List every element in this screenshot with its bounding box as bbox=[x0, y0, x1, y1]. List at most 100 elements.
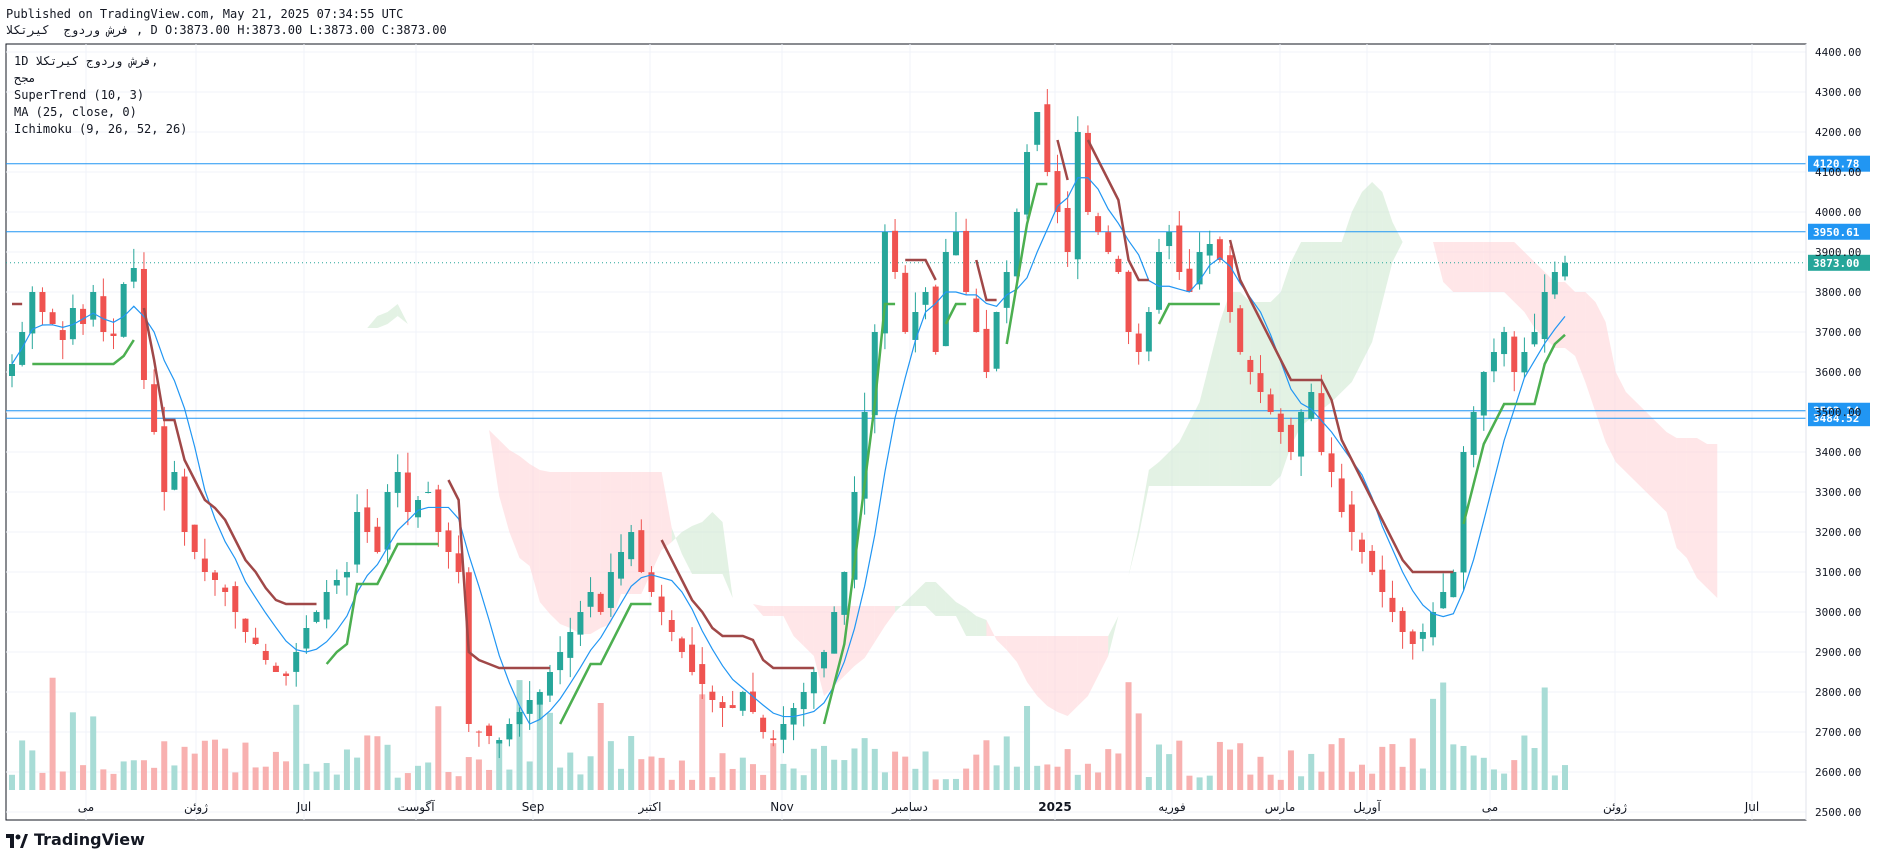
ohlc-line: فرش وردوج کیرتکلا , D O:3873.00 H:3873.0… bbox=[6, 23, 447, 37]
cloud-segment bbox=[925, 582, 936, 616]
candle-body bbox=[526, 700, 533, 714]
candle-body bbox=[252, 637, 259, 644]
volume-bar bbox=[1024, 705, 1031, 790]
volume-bar bbox=[1155, 744, 1162, 790]
volume-bar bbox=[1206, 775, 1213, 790]
supertrend-down-line bbox=[1086, 139, 1149, 282]
candle-body bbox=[293, 652, 300, 672]
candle-body bbox=[130, 268, 137, 282]
cloud-segment bbox=[935, 582, 946, 616]
tradingview-logo[interactable]: TradingView bbox=[6, 830, 145, 849]
volume-bar bbox=[749, 764, 756, 790]
volume-bar bbox=[1389, 744, 1396, 790]
candle-body bbox=[384, 492, 391, 550]
volume-bar bbox=[506, 769, 513, 790]
volume-bar bbox=[739, 757, 746, 790]
volume-bars bbox=[9, 677, 1568, 790]
candle-body bbox=[851, 492, 858, 580]
candle-body bbox=[567, 632, 574, 658]
candle-body bbox=[404, 472, 411, 512]
cloud-segment bbox=[976, 616, 987, 636]
candle-body bbox=[597, 593, 604, 612]
level-label-bg bbox=[1808, 410, 1870, 427]
price-tick-label: 3200.00 bbox=[1815, 526, 1861, 539]
cloud-segment bbox=[1646, 412, 1657, 502]
volume-bar bbox=[29, 750, 36, 790]
supertrend-up-line bbox=[822, 302, 896, 725]
cloud-segment bbox=[489, 430, 500, 496]
candle-body bbox=[1237, 308, 1244, 352]
candle-body bbox=[993, 312, 1000, 369]
price-tick-label: 4300.00 bbox=[1815, 86, 1861, 99]
volume-bar bbox=[1064, 749, 1071, 790]
candle-body bbox=[374, 526, 381, 552]
candle-body bbox=[1450, 572, 1457, 598]
cloud-segment bbox=[1392, 222, 1403, 262]
price-tick-label: 2600.00 bbox=[1815, 766, 1861, 779]
candle-body bbox=[1267, 394, 1274, 412]
candle-body bbox=[668, 619, 675, 632]
price-tick-label: 4400.00 bbox=[1815, 46, 1861, 59]
volume-bar bbox=[1176, 740, 1183, 790]
volume-bar bbox=[1531, 748, 1538, 790]
candle-body bbox=[303, 628, 310, 649]
price-tick-label: 2500.00 bbox=[1815, 806, 1861, 819]
level-label: 3950.61 bbox=[1813, 226, 1860, 239]
candle-body bbox=[618, 552, 625, 579]
candle-body bbox=[1034, 112, 1041, 145]
candle-body bbox=[1135, 333, 1142, 352]
volume-bar bbox=[435, 706, 442, 790]
cloud-segment bbox=[874, 606, 885, 642]
candle-body bbox=[1399, 610, 1406, 632]
candle-body bbox=[455, 553, 462, 572]
candle-body bbox=[283, 673, 290, 676]
price-tick-label: 2800.00 bbox=[1815, 686, 1861, 699]
legend-symbol: 1D فرش وردوج کیرتکلا, bbox=[14, 54, 159, 69]
volume-bar bbox=[1521, 735, 1528, 790]
candle-body bbox=[100, 296, 107, 332]
time-axis[interactable]: می ژوئن Jul آگوست Sep اکتبر Nov دسامبر 2025 فوریه… bbox=[78, 799, 1759, 815]
volume-bar bbox=[9, 774, 15, 790]
volume-bar bbox=[90, 716, 97, 790]
candle-body bbox=[313, 612, 320, 622]
cloud-segment bbox=[1138, 470, 1149, 536]
cloud-segment bbox=[1463, 242, 1474, 292]
candle-body bbox=[445, 530, 452, 552]
volume-bar bbox=[618, 768, 625, 790]
price-axis[interactable]: 2500.00 2600.00 2700.00 2800.00 2900.00 3000.… bbox=[1805, 44, 1861, 820]
cloud-segment bbox=[1128, 528, 1139, 576]
cloud-segment bbox=[1219, 292, 1231, 486]
price-tick-label: 3100.00 bbox=[1815, 566, 1861, 579]
candle-body bbox=[1389, 597, 1396, 612]
candle-body bbox=[506, 724, 513, 740]
candle-body bbox=[1409, 631, 1416, 644]
candle-body bbox=[922, 292, 929, 305]
volume-bar bbox=[496, 741, 503, 790]
cloud-segment bbox=[702, 512, 713, 574]
candle-body bbox=[242, 618, 249, 632]
candle-body bbox=[364, 507, 371, 532]
cloud-segment bbox=[803, 606, 814, 656]
candle-body bbox=[1247, 359, 1254, 372]
time-tick-label: Sep bbox=[522, 800, 545, 814]
legend-ma: MA (25, close, 0) bbox=[14, 105, 137, 119]
volume-bar bbox=[1338, 738, 1345, 790]
candle-body bbox=[952, 232, 959, 256]
cloud-segment bbox=[661, 472, 672, 550]
candle-body bbox=[638, 530, 645, 572]
cloud-segment bbox=[1351, 192, 1362, 382]
candle-body bbox=[1460, 452, 1467, 573]
volume-bar bbox=[942, 779, 949, 790]
candle-body bbox=[760, 717, 767, 732]
volume-bar bbox=[770, 743, 777, 790]
candle-body bbox=[719, 702, 726, 708]
volume-bar bbox=[1409, 738, 1416, 790]
volume-bar bbox=[293, 704, 300, 790]
volume-bar bbox=[1115, 753, 1122, 790]
candle-body bbox=[1338, 478, 1345, 512]
volume-bar bbox=[1267, 774, 1274, 790]
volume-bar bbox=[222, 748, 229, 790]
volume-bar bbox=[1399, 766, 1406, 790]
price-tick-label: 3000.00 bbox=[1815, 606, 1861, 619]
